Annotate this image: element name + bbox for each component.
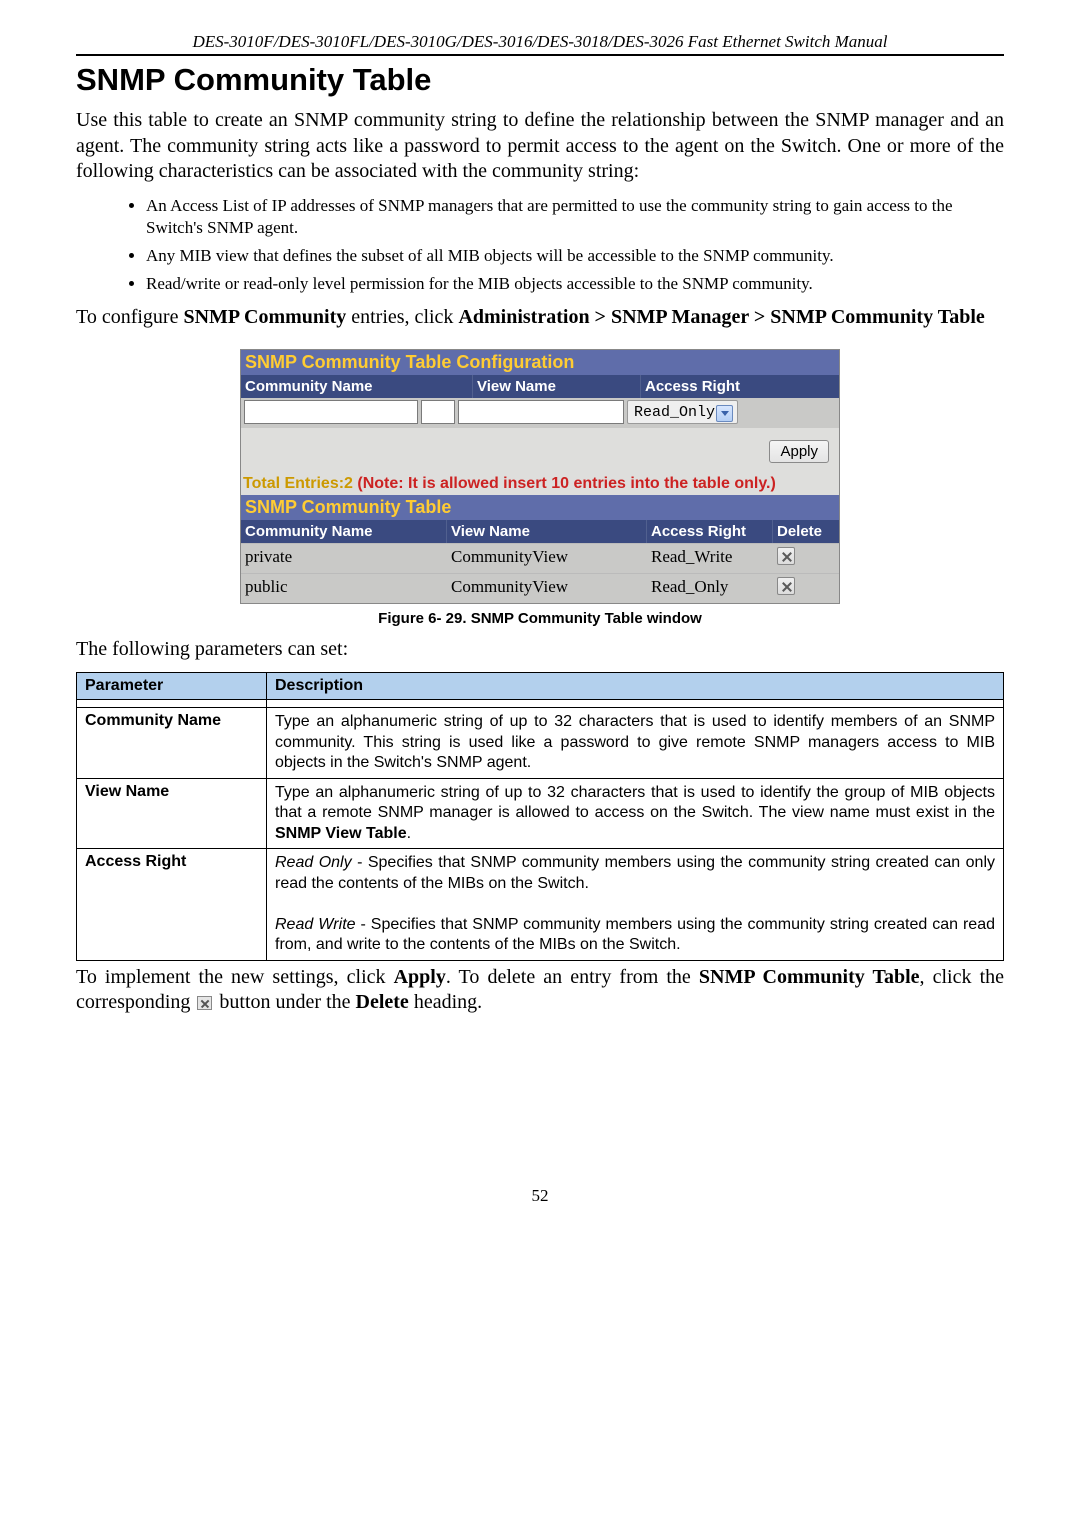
param-name: Access Right — [77, 849, 267, 960]
param-desc: Type an alphanumeric string of up to 32 … — [267, 778, 1004, 848]
outro-paragraph: To implement the new settings, click App… — [76, 965, 1004, 1016]
intro-paragraph: Use this table to create an SNMP communi… — [76, 108, 1004, 185]
config-title: SNMP Community Table Configuration — [241, 350, 839, 375]
param-name: View Name — [77, 778, 267, 848]
param-name: Community Name — [77, 708, 267, 778]
view-name-input[interactable] — [458, 400, 624, 424]
section-title: SNMP Community Table — [76, 62, 1004, 98]
delete-icon[interactable] — [777, 577, 795, 595]
doc-header: DES-3010F/DES-3010FL/DES-3010G/DES-3016/… — [76, 32, 1004, 56]
desc-header: Description — [267, 673, 1004, 700]
page-number: 52 — [76, 1186, 1004, 1206]
list-item: Any MIB view that defines the subset of … — [146, 245, 1004, 267]
table-title: SNMP Community Table — [241, 495, 839, 520]
bullet-list: An Access List of IP addresses of SNMP m… — [76, 195, 1004, 295]
param-desc: Type an alphanumeric string of up to 32 … — [267, 708, 1004, 778]
nav-instruction: To configure SNMP Community entries, cli… — [76, 305, 1004, 331]
delete-icon[interactable] — [777, 547, 795, 565]
config-header-row: Community Name View Name Access Right — [241, 375, 839, 398]
community-name-input-ext[interactable] — [421, 400, 455, 424]
params-intro: The following parameters can set: — [76, 637, 1004, 663]
snmp-community-widget: SNMP Community Table Configuration Commu… — [240, 349, 840, 604]
param-desc: Read Only - Specifies that SNMP communit… — [267, 849, 1004, 960]
community-name-input[interactable] — [244, 400, 418, 424]
list-item: Read/write or read-only level permission… — [146, 273, 1004, 295]
col-community-name: Community Name — [241, 375, 473, 398]
apply-button[interactable]: Apply — [769, 440, 829, 463]
access-right-select[interactable]: Read_Only — [627, 400, 738, 424]
table-row: private CommunityView Read_Write — [241, 543, 839, 573]
list-item: An Access List of IP addresses of SNMP m… — [146, 195, 1004, 239]
figure-caption: Figure 6- 29. SNMP Community Table windo… — [76, 610, 1004, 627]
delete-icon — [197, 996, 212, 1010]
col-access-right: Access Right — [641, 375, 839, 398]
config-input-row: Read_Only — [241, 398, 839, 428]
totals-note: Total Entries:2 (Note: It is allowed ins… — [241, 475, 839, 495]
table-header: Community Name View Name Access Right De… — [241, 520, 839, 543]
col-view-name: View Name — [473, 375, 641, 398]
parameter-table: Parameter Description Community Name Typ… — [76, 672, 1004, 960]
chevron-down-icon — [721, 411, 729, 416]
param-header: Parameter — [77, 673, 267, 700]
table-row: public CommunityView Read_Only — [241, 573, 839, 603]
